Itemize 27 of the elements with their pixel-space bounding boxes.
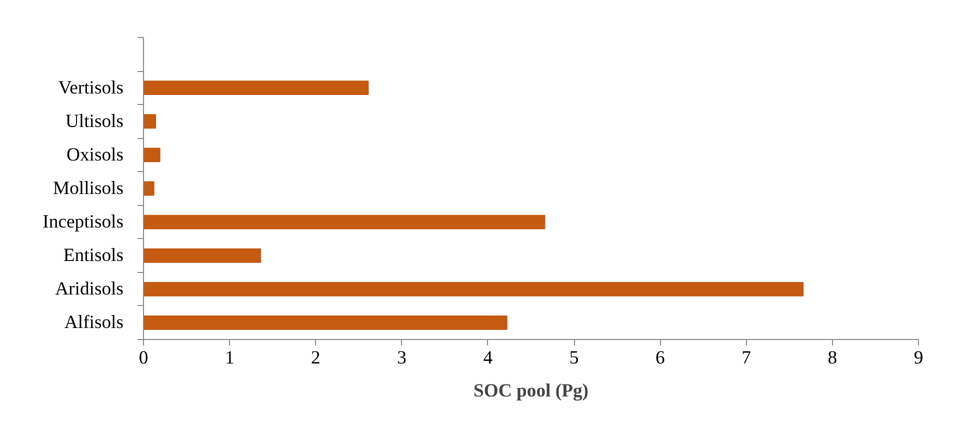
y-tick-label: Inceptisols [42,212,124,233]
bar [144,248,262,263]
bar [144,214,546,230]
x-axis-title: SOC pool (Pg) [473,380,589,402]
bar [144,148,160,162]
x-tick-label: 5 [569,348,579,368]
x-tick-label: 8 [828,348,838,368]
y-tick-label: Oxisols [66,144,124,166]
x-tick-label: 2 [311,348,320,368]
y-tick-label: Vertisols [58,77,124,98]
x-tick-label: 6 [656,348,665,368]
x-tick-label: 4 [483,348,494,368]
bar [144,316,508,330]
bar [144,80,369,96]
x-tick-label: 0 [138,348,148,368]
y-tick-label: Mollisols [53,178,124,199]
y-tick-label: Entisols [63,245,124,266]
x-tick-label: 3 [397,348,406,368]
y-tick-label: Ultisols [65,110,124,132]
x-tick-label: 9 [914,348,924,368]
y-tick-label: Aridisols [55,278,124,300]
x-tick-label: 7 [742,348,751,368]
bar [144,114,156,129]
y-tick-label: Alfisols [64,312,124,334]
bar [144,181,154,196]
x-tick-label: 1 [224,348,234,368]
bar [144,282,804,296]
